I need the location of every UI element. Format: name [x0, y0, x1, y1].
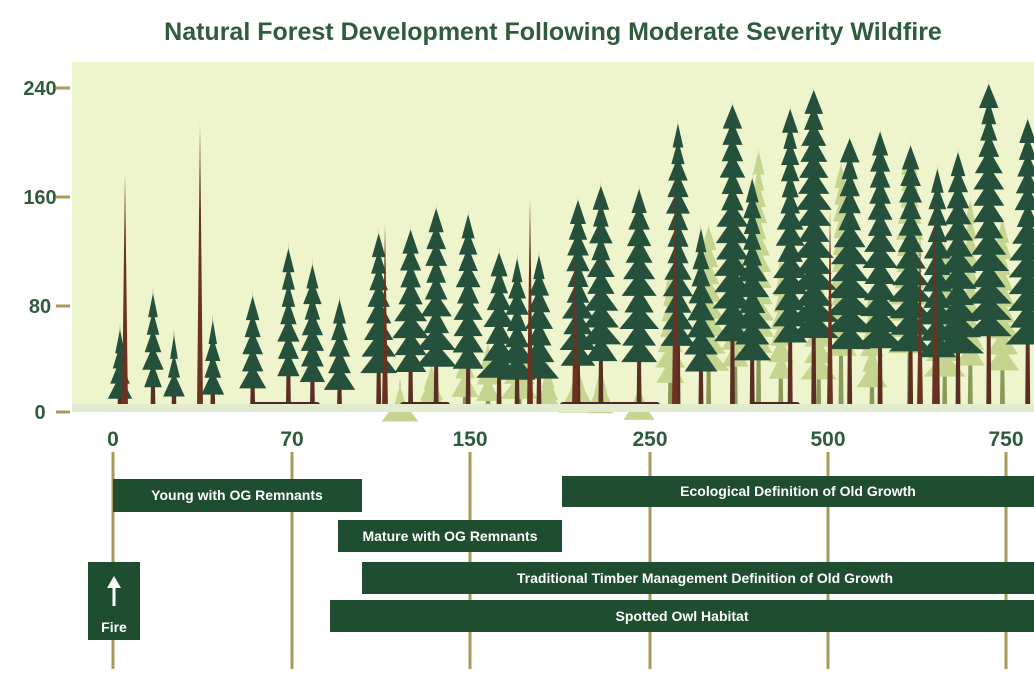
tree: [684, 222, 718, 410]
age-label: 0: [107, 428, 119, 451]
stage-label: Traditional Timber Management Definition…: [517, 570, 893, 586]
stage-bar: [113, 479, 362, 512]
tree: [360, 227, 398, 410]
fire-arrow: [107, 576, 121, 606]
height-label: 80: [29, 296, 51, 318]
snag: [932, 188, 938, 410]
snag: [572, 237, 578, 410]
stage-label: Spotted Owl Habitat: [616, 608, 749, 624]
tree: [277, 242, 300, 410]
forest: [107, 78, 1034, 422]
height-label: 160: [23, 187, 56, 209]
stage-label: Mature with OG Remnants: [362, 528, 537, 544]
stage-label: Young with OG Remnants: [151, 487, 323, 503]
tree: [201, 314, 225, 410]
age-label: 150: [452, 428, 487, 451]
snag: [197, 122, 203, 411]
tree: [660, 117, 696, 410]
stage-bar: [330, 600, 1034, 632]
tree: [392, 223, 430, 410]
tree: [452, 208, 484, 410]
title: Natural Forest Development Following Mod…: [164, 18, 942, 46]
age-label: 750: [988, 428, 1023, 451]
snag: [527, 198, 533, 410]
tree: [163, 328, 185, 410]
snag: [672, 156, 678, 410]
stage-bar: [338, 520, 562, 552]
tree: [239, 290, 267, 410]
stage-bar: [562, 476, 1034, 507]
height-label: 240: [23, 78, 56, 100]
age-label: 70: [280, 428, 303, 451]
snag: [122, 172, 128, 410]
tree: [580, 179, 622, 410]
tree: [824, 132, 875, 410]
tree: [854, 125, 906, 411]
tree: [415, 202, 457, 410]
height-ticks: [56, 86, 70, 414]
tree: [323, 293, 356, 410]
tree: [299, 258, 326, 410]
stage-label: Ecological Definition of Old Growth: [680, 483, 916, 499]
snag: [382, 223, 388, 410]
stage-bar: [362, 562, 1034, 594]
tree: [142, 287, 164, 410]
event-label: Fire: [101, 619, 127, 635]
age-label: 250: [632, 428, 667, 451]
snag: [827, 209, 833, 410]
age-label: 500: [810, 428, 845, 451]
height-label: 0: [34, 402, 45, 424]
ground: [72, 404, 1034, 412]
tree: [619, 182, 659, 410]
tree: [931, 146, 985, 410]
tree: [965, 78, 1012, 410]
tree: [1005, 113, 1034, 410]
snag: [917, 232, 923, 410]
tree: [733, 172, 772, 410]
